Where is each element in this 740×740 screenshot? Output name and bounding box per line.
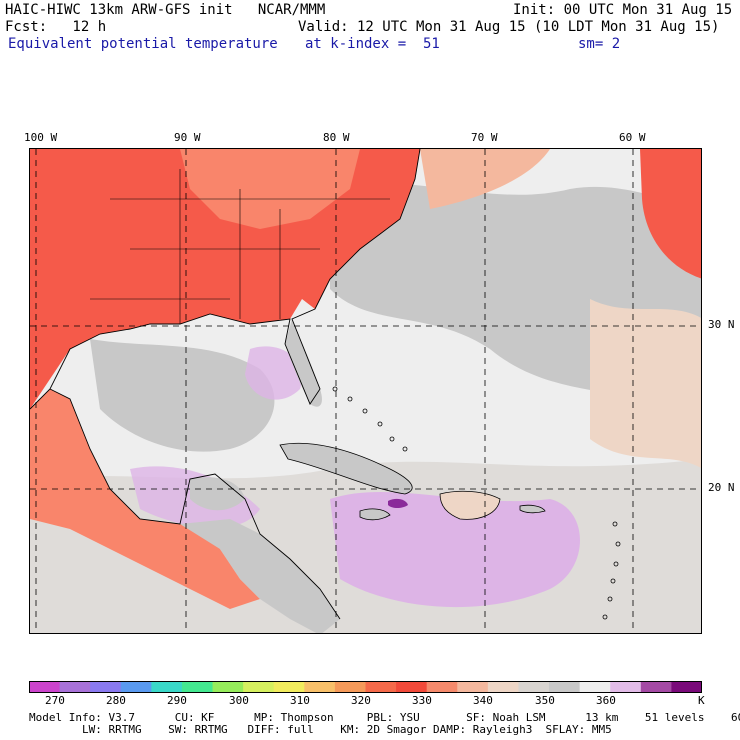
colorbar-tick: 360 <box>596 694 616 707</box>
colorbar-swatch <box>579 681 611 693</box>
lon-label-100w: 100 W <box>24 131 58 144</box>
colorbar-tick: 280 <box>106 694 126 707</box>
colorbar-swatch <box>518 681 550 693</box>
colorbar-swatch <box>120 681 152 693</box>
colorbar-swatch <box>181 681 214 693</box>
land-puerto-rico <box>519 504 546 514</box>
colorbar-swatch <box>426 681 458 693</box>
land-florida <box>285 319 322 407</box>
colorbar-tick: 350 <box>535 694 555 707</box>
lon-label-90w: 90 W <box>174 131 201 144</box>
valid-time: Valid: 12 UTC Mon 31 Aug 15 (10 LDT Mon … <box>298 19 720 35</box>
colorbar-swatch <box>549 681 581 693</box>
lat-lon-grid <box>30 149 701 633</box>
colorbar-unit: K <box>698 694 705 707</box>
colorbar-swatch <box>396 681 428 693</box>
lon-label-60w: 60 W <box>619 131 646 144</box>
hot-atlantic-northeast <box>640 149 701 279</box>
colorbar-tick: 320 <box>351 694 371 707</box>
colorbar-border <box>29 681 702 693</box>
forecast-hour: Fcst: 12 h <box>5 19 107 35</box>
lavender-caribbean <box>330 491 580 608</box>
colorbar-swatch <box>273 681 305 693</box>
tan-band-east <box>590 299 701 468</box>
lon-label-70w: 70 W <box>471 131 498 144</box>
colorbar-tick: 340 <box>473 694 493 707</box>
gray-band-gulf <box>90 339 275 452</box>
land-cuba <box>279 442 413 495</box>
land-us-southeast <box>30 149 420 409</box>
colorbar-swatch <box>671 681 702 693</box>
lesser-antilles <box>602 521 621 620</box>
theta-e-map <box>29 148 702 634</box>
model-info-line2: LW: RRTMG SW: RRTMG DIFF: full KM: 2D Sm… <box>29 723 612 736</box>
colorbar-swatch <box>334 681 366 693</box>
land-central-america <box>180 519 340 633</box>
colorbar-swatch <box>90 681 122 693</box>
colorbar-swatch <box>59 681 91 693</box>
colorbar-swatch <box>457 681 489 693</box>
land-mexico <box>30 389 260 609</box>
model-title: HAIC-HIWC 13km ARW-GFS init NCAR/MMM <box>5 2 326 18</box>
smoothing-info: sm= 2 <box>578 36 621 52</box>
colorbar-tick: 310 <box>290 694 310 707</box>
init-time: Init: 00 UTC Mon 31 Aug 15 <box>513 2 733 18</box>
mexico-coastline <box>49 388 341 620</box>
purple-spot <box>388 498 408 508</box>
colorbar-swatch <box>212 681 244 693</box>
model-info-line1: Model Info: V3.7 CU: KF MP: Thompson PBL… <box>29 711 740 724</box>
colorbar-swatch <box>29 681 61 693</box>
lat-label-30n: 30 N <box>708 318 735 331</box>
state-borders <box>90 169 390 324</box>
colorbar <box>29 681 702 693</box>
colorbar-swatch <box>610 681 642 693</box>
colorbar-tick: 290 <box>167 694 187 707</box>
colorbar-swatch <box>243 681 275 693</box>
level-info: at k-index = 51 <box>305 36 440 52</box>
us-coastline <box>30 149 421 410</box>
land-jamaica <box>359 508 391 521</box>
lavender-bahamas <box>245 346 302 400</box>
colorbar-swatch <box>640 681 672 693</box>
land-us-warm-inner <box>180 149 360 229</box>
map-canvas <box>30 149 701 633</box>
colorbar-swatch <box>304 681 336 693</box>
lon-label-80w: 80 W <box>323 131 350 144</box>
lat-label-20n: 20 N <box>708 481 735 494</box>
colorbar-swatch <box>151 681 183 693</box>
colorbar-swatches <box>29 681 702 693</box>
colorbar-tick: 270 <box>45 694 65 707</box>
field-name: Equivalent potential temperature <box>8 36 278 52</box>
colorbar-tick: 330 <box>412 694 432 707</box>
warm-atlantic-northeast <box>420 149 550 209</box>
bahamas-islands <box>332 386 408 452</box>
colorbar-swatch <box>365 681 397 693</box>
land-yucatan <box>190 477 245 511</box>
colorbar-swatch <box>487 681 519 693</box>
colorbar-tick: 300 <box>229 694 249 707</box>
